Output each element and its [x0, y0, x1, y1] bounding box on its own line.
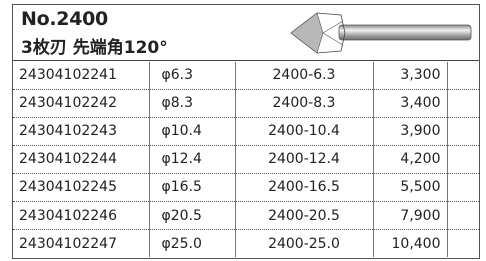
model-number: 2400-20.5 — [235, 201, 373, 229]
model-number: 2400-10.4 — [235, 117, 373, 145]
product-spec: 3枚刃 先端角120° — [21, 33, 168, 58]
product-code: 24304102246 — [13, 201, 149, 229]
model-number: 2400-25.0 — [235, 230, 373, 258]
blank-cell — [447, 230, 479, 258]
product-code: 24304102242 — [13, 89, 149, 117]
header: No.2400 3枚刃 先端角120° — [13, 5, 479, 61]
blank-cell — [447, 117, 479, 145]
diameter: φ25.0 — [149, 230, 235, 258]
blank-cell — [447, 145, 479, 173]
model-number: 2400-12.4 — [235, 145, 373, 173]
price: 3,300 — [373, 62, 447, 90]
diameter: φ8.3 — [149, 89, 235, 117]
model-number: 2400-16.5 — [235, 173, 373, 201]
product-code: 24304102244 — [13, 145, 149, 173]
model-number: 2400-6.3 — [235, 62, 373, 90]
price: 4,200 — [373, 145, 447, 173]
price: 7,900 — [373, 201, 447, 229]
price: 5,500 — [373, 173, 447, 201]
blank-cell — [447, 173, 479, 201]
diameter: φ6.3 — [149, 62, 235, 90]
blank-cell — [447, 89, 479, 117]
diameter: φ12.4 — [149, 145, 235, 173]
blank-cell — [447, 62, 479, 90]
diameter: φ16.5 — [149, 173, 235, 201]
product-code: 24304102241 — [13, 62, 149, 90]
product-number: No.2400 — [21, 8, 108, 30]
price: 3,900 — [373, 117, 447, 145]
page: No.2400 3枚刃 先端角120° 24304102241φ6.32400-… — [0, 0, 486, 261]
product-code: 24304102247 — [13, 230, 149, 258]
tool-image — [287, 11, 473, 55]
model-number: 2400-8.3 — [235, 89, 373, 117]
price: 10,400 — [373, 230, 447, 258]
diameter: φ20.5 — [149, 201, 235, 229]
product-code: 24304102243 — [13, 117, 149, 145]
blank-cell — [447, 201, 479, 229]
diameter: φ10.4 — [149, 117, 235, 145]
product-code: 24304102245 — [13, 173, 149, 201]
price: 3,400 — [373, 89, 447, 117]
